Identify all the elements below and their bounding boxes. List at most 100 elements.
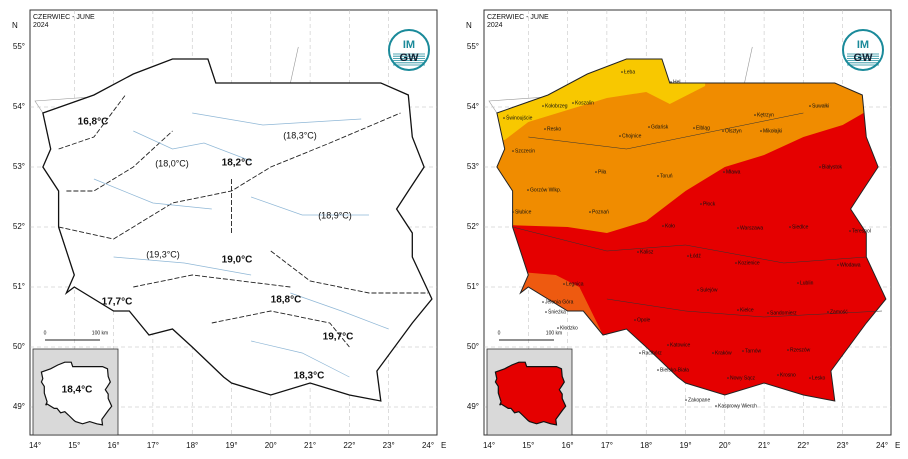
temperature-label: (18,0°C)	[155, 158, 189, 168]
city-label: Terespol	[852, 228, 871, 234]
river	[133, 130, 252, 162]
city-point	[777, 374, 779, 376]
city-point	[819, 166, 821, 168]
latitude-label: 55°	[467, 42, 479, 51]
city-point	[809, 377, 811, 379]
latitude-label: 50°	[13, 342, 25, 351]
city-point	[667, 344, 669, 346]
scale-end: 100 km	[546, 330, 562, 336]
city-point	[512, 150, 514, 152]
inset-temperature: 18,4°C	[62, 385, 93, 396]
city-label: Poznań	[592, 209, 609, 215]
city-point	[712, 352, 714, 354]
scale-end: 100 km	[92, 330, 108, 336]
temperature-label: 18,8°C	[271, 295, 302, 306]
city-label: Tarnów	[745, 348, 762, 354]
city-point	[662, 225, 664, 227]
city-point	[670, 81, 672, 83]
city-label: Zamość	[830, 309, 848, 315]
city-point	[572, 102, 574, 104]
longitude-label: 17°	[147, 441, 159, 450]
latitude-label: 49°	[13, 402, 25, 411]
city-label: Płock	[703, 201, 716, 207]
region-boundary	[270, 250, 428, 294]
poland-outline	[42, 58, 433, 402]
city-point	[595, 171, 597, 173]
city-point	[648, 126, 650, 128]
river	[251, 340, 350, 378]
city-point	[503, 117, 505, 119]
city-label: Gorzów Wlkp.	[530, 187, 561, 193]
city-point	[563, 283, 565, 285]
city-point	[737, 309, 739, 311]
city-point	[787, 349, 789, 351]
temperature-label: 16,8°C	[78, 117, 109, 128]
city-label: Kasprowy Wierch	[718, 403, 757, 409]
north-label: N	[466, 21, 472, 30]
city-point	[657, 369, 659, 371]
city-point	[789, 226, 791, 228]
city-label: Kętrzyn	[757, 112, 774, 118]
city-label: Koło	[665, 223, 675, 229]
city-label: Resko	[547, 126, 561, 132]
city-label: Krosno	[780, 372, 796, 378]
city-label: Warszawa	[740, 225, 763, 231]
city-label: Suwałki	[812, 103, 829, 109]
temperature-label: 18,2°C	[222, 158, 253, 169]
city-label: Świnoujście	[506, 113, 533, 121]
city-label: Słubice	[515, 209, 532, 215]
city-point	[742, 350, 744, 352]
city-point	[619, 135, 621, 137]
longitude-label: 16°	[108, 441, 120, 450]
city-point	[809, 105, 811, 107]
city-point	[722, 130, 724, 132]
river	[192, 112, 362, 126]
scale-start: 0	[44, 330, 47, 336]
header-month: CZERWIEC - JUNE	[487, 14, 549, 21]
city-point	[723, 171, 725, 173]
latitude-label: 49°	[467, 402, 479, 411]
city-point	[715, 405, 717, 407]
city-label: Olsztyn	[725, 128, 742, 134]
region-boundary	[606, 298, 883, 318]
longitude-label: 21°	[304, 441, 316, 450]
longitude-label: 22°	[797, 441, 809, 450]
city-point	[797, 282, 799, 284]
city-label: Sandomierz	[770, 310, 797, 316]
city-label: Kielce	[740, 307, 754, 313]
temperature-label: 19,0°C	[222, 255, 253, 266]
latitude-label: 50°	[467, 342, 479, 351]
city-point	[737, 227, 739, 229]
region-boundary	[133, 274, 291, 288]
logo-bottom: GW	[854, 52, 874, 64]
temperature-label: (18,3°C)	[283, 130, 317, 140]
header-month: CZERWIEC - JUNE	[33, 14, 95, 21]
city-point	[545, 311, 547, 313]
city-label: Kraków	[715, 350, 732, 356]
latitude-label: 54°	[13, 102, 25, 111]
city-label: Lublin	[800, 280, 814, 286]
region-boundary	[528, 112, 804, 150]
logo-bottom: GW	[400, 52, 420, 64]
city-label: Rzeszów	[790, 347, 811, 353]
panels: 16,8°C (18,3°C) (18,0°C) 18,2°C (18,9°C) (19,…	[12, 9, 900, 450]
city-label: Białystok	[822, 164, 843, 170]
city-point	[557, 327, 559, 329]
city-label: Piła	[598, 169, 607, 175]
city-point	[685, 399, 687, 401]
city-point	[760, 130, 762, 132]
city-point	[837, 264, 839, 266]
inset-poland	[494, 361, 567, 426]
city-label: Kołobrzeg	[545, 103, 568, 109]
city-label: Kłodzko	[560, 325, 578, 331]
city-point	[637, 251, 639, 253]
city-label: Łódź	[690, 253, 701, 259]
city-point	[512, 211, 514, 213]
east-label: E	[895, 441, 900, 450]
longitude-label: 16°	[562, 441, 574, 450]
region-boundary	[211, 310, 350, 348]
city-point	[544, 128, 546, 130]
map-panel: Łeba Hel Koszalin Kołobrzeg Świnoujście Gdańs…	[466, 9, 900, 450]
city-point	[827, 311, 829, 313]
longitude-label: 20°	[719, 441, 731, 450]
